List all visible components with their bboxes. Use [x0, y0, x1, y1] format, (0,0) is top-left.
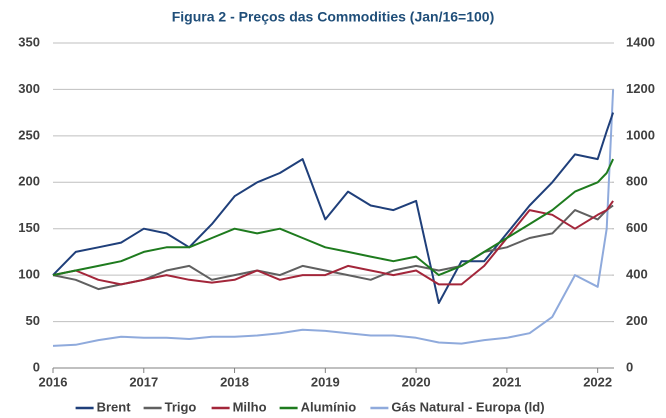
y-tick-label: 300	[18, 81, 40, 96]
x-tick-label: 2018	[220, 374, 249, 389]
x-tick-label: 2020	[402, 374, 431, 389]
y-tick-label: 150	[18, 220, 40, 235]
x-tick-label: 2016	[39, 374, 68, 389]
y2-tick-label: 0	[626, 359, 633, 374]
chart-title: Figura 2 - Preços das Commodities (Jan/1…	[172, 9, 495, 25]
y2-tick-label: 1200	[626, 81, 655, 96]
x-tick-label: 2022	[583, 374, 612, 389]
series-line	[52, 200, 614, 286]
y2-tick-label: 200	[626, 313, 648, 328]
legend-label: Gás Natural - Europa (ld)	[391, 399, 544, 414]
legend-label: Alumínio	[301, 399, 357, 414]
x-tick-label: 2019	[311, 374, 340, 389]
y2-tick-label: 800	[626, 174, 648, 189]
series-line	[52, 158, 615, 277]
y-tick-label: 250	[18, 127, 40, 142]
legend-label: Trigo	[165, 399, 197, 414]
y-tick-label: 350	[18, 34, 40, 49]
series-line	[52, 89, 615, 347]
y2-tick-label: 400	[626, 267, 648, 282]
legend-label: Milho	[233, 399, 267, 414]
y2-tick-label: 1400	[626, 34, 655, 49]
y-tick-label: 0	[33, 359, 40, 374]
y2-tick-label: 1000	[626, 127, 655, 142]
x-tick-label: 2021	[492, 374, 521, 389]
y-tick-label: 50	[26, 313, 40, 328]
y-tick-label: 100	[18, 267, 40, 282]
x-tick-label: 2017	[129, 374, 158, 389]
series-line	[52, 204, 614, 291]
y2-tick-label: 600	[626, 220, 648, 235]
y-tick-label: 200	[18, 174, 40, 189]
series-line	[52, 112, 615, 304]
legend-label: Brent	[97, 399, 132, 414]
